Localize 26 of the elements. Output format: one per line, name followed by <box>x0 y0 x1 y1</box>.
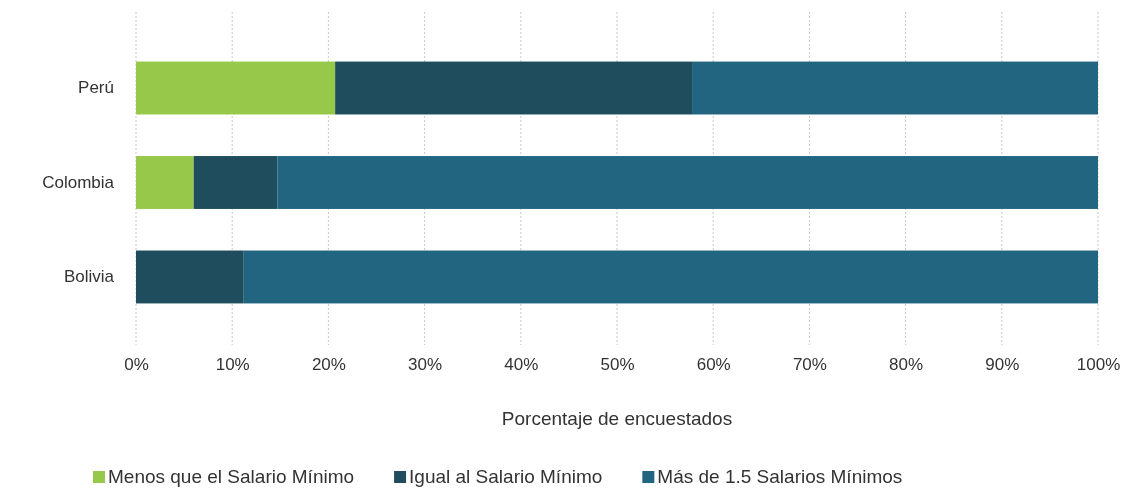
x-tick-label: 100% <box>1076 355 1121 374</box>
x-tick-label: 40% <box>504 355 539 374</box>
x-tick-label: 20% <box>311 355 346 374</box>
bar <box>277 156 1098 209</box>
bar <box>335 61 693 115</box>
bar <box>243 250 1098 304</box>
x-tick-label: 0% <box>124 355 149 374</box>
legend-label: Menos que el Salario Mínimo <box>108 466 355 487</box>
y-tick-label: Colombia <box>42 172 115 192</box>
bar <box>136 61 336 115</box>
x-tick-label: 60% <box>696 355 731 374</box>
bar <box>136 250 244 304</box>
x-tick-label: 10% <box>215 355 250 374</box>
bar <box>136 156 194 209</box>
x-tick-label: 80% <box>889 355 924 374</box>
legend-label: Más de 1.5 Salarios Mínimos <box>657 466 903 487</box>
x-tick-label: 30% <box>408 355 443 374</box>
x-tick-label: 50% <box>600 355 635 374</box>
bar <box>692 61 1098 115</box>
y-tick-label: Bolivia <box>63 267 115 287</box>
y-tick-label: Perú <box>78 78 114 98</box>
x-tick-label: 70% <box>792 355 827 374</box>
legend-label: Igual al Salario Mínimo <box>409 466 603 487</box>
x-tick-label: 90% <box>985 355 1020 374</box>
bar <box>193 156 278 209</box>
x-axis-title: Porcentaje de encuestados <box>501 408 733 429</box>
